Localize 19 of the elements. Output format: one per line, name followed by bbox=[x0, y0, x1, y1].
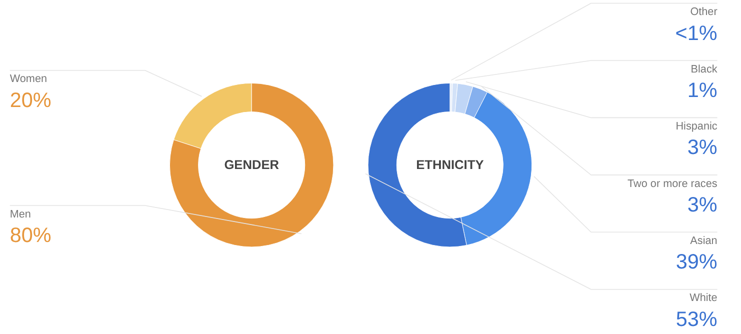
slice-label: Men bbox=[10, 208, 31, 220]
text: GENDER bbox=[224, 157, 280, 172]
data-label: 80% bbox=[10, 224, 52, 248]
slice-label: Black bbox=[690, 63, 718, 76]
slice-label: White bbox=[690, 292, 718, 304]
data-label: <1% bbox=[675, 22, 718, 45]
slice-label: Other bbox=[690, 6, 718, 18]
slice-label: Asian bbox=[690, 234, 718, 247]
data-label: 39% bbox=[676, 250, 718, 274]
data-label: 3% bbox=[687, 136, 718, 160]
slice-label: Two or more races bbox=[628, 178, 718, 190]
donut-slice bbox=[170, 82, 334, 248]
slice-label: Hispanic bbox=[676, 120, 718, 133]
data-label: 53% bbox=[676, 308, 718, 331]
data-label: 1% bbox=[687, 78, 718, 102]
slice-label: Women bbox=[10, 73, 48, 86]
text: ETHNICITY bbox=[416, 157, 484, 172]
data-label: 3% bbox=[687, 193, 718, 216]
data-label: 20% bbox=[10, 88, 52, 112]
